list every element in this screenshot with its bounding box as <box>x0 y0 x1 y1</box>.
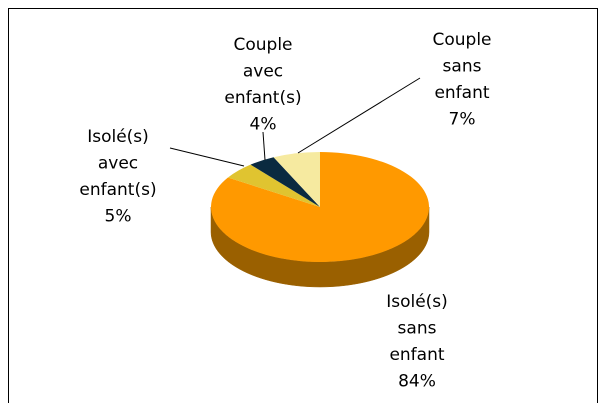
category-label-line: avec <box>98 154 138 174</box>
category-label-line: enfant(s) <box>224 88 301 108</box>
category-label: Isolé(s) sans enfant <box>386 292 448 365</box>
category-label-line: sans <box>443 57 482 77</box>
category-label: Isolé(s) avec enfant(s) <box>79 127 156 200</box>
value-label: 4% <box>250 115 277 135</box>
value-label: 84% <box>398 372 436 392</box>
category-label-line: enfant(s) <box>79 180 156 200</box>
data-label: Isolé(s) avec enfant(s) 5% <box>79 127 156 227</box>
pie-slice <box>250 157 320 207</box>
pie-slice <box>210 152 429 262</box>
leader-line <box>169 147 245 167</box>
category-label-line: avec <box>243 62 283 82</box>
value-label: 7% <box>449 110 476 130</box>
data-label: Couple avec enfant(s) 4% <box>224 35 301 135</box>
category-label: Couple avec enfant(s) <box>224 35 301 108</box>
category-label-line: Isolé(s) <box>87 127 149 147</box>
category-label-line: Couple <box>432 30 491 50</box>
pie-slice <box>227 164 320 207</box>
data-label: Isolé(s) sans enfant 84% <box>386 292 448 392</box>
category-label-line: enfant <box>434 83 489 103</box>
category-label-line: sans <box>398 319 437 339</box>
category-label-line: Couple <box>233 35 292 55</box>
category-label: Couple sans enfant <box>432 30 491 103</box>
pie-slice <box>273 152 320 207</box>
category-label-line: Isolé(s) <box>386 292 448 312</box>
category-label-line: enfant <box>389 345 444 365</box>
leader-line <box>262 131 266 161</box>
value-label: 5% <box>105 207 132 227</box>
leader-line <box>297 77 421 154</box>
data-label: Couple sans enfant 7% <box>432 30 491 130</box>
chart-frame <box>8 8 598 403</box>
